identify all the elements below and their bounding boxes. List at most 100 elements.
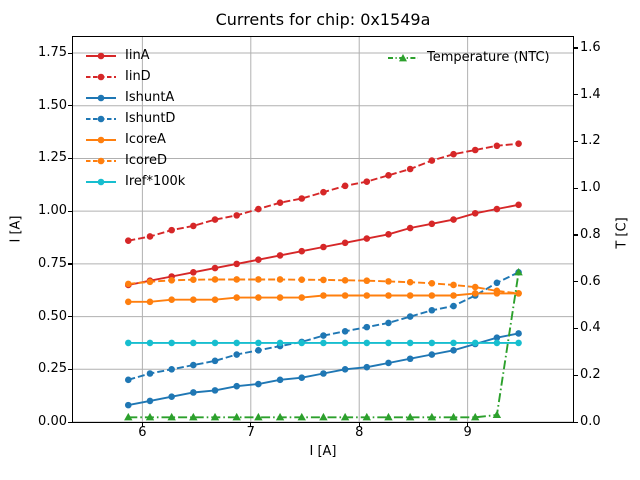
marker-circle <box>211 276 219 283</box>
series-line <box>128 271 520 381</box>
marker-circle <box>255 256 262 263</box>
tick-mark-left <box>68 105 72 107</box>
marker-circle <box>450 216 457 223</box>
marker-triangle <box>232 412 241 421</box>
legend-sample-IinA <box>86 52 116 59</box>
marker-circle <box>428 157 436 164</box>
marker-circle <box>428 306 436 314</box>
marker-circle <box>406 224 414 232</box>
marker-circle <box>168 296 175 304</box>
marker-circle <box>190 296 197 304</box>
y-tick-label-left: 1.25 <box>38 150 67 166</box>
tick-mark-left <box>68 157 72 160</box>
legend-item-IshuntA: IshuntA <box>85 87 185 108</box>
legend-sample-IcoreA <box>86 136 116 143</box>
legend-label: IcoreA <box>125 132 166 147</box>
marker-circle <box>363 292 371 299</box>
marker-circle <box>320 370 327 377</box>
tick-mark-right <box>574 94 578 96</box>
marker-triangle <box>254 412 263 421</box>
legend-item-Iref-100k: Iref*100k <box>85 171 185 192</box>
marker-circle <box>320 243 327 251</box>
marker-circle <box>471 209 479 217</box>
marker-circle <box>233 339 241 347</box>
marker-triangle <box>210 412 220 421</box>
marker-circle <box>211 264 219 272</box>
marker-circle <box>320 332 327 339</box>
marker-circle <box>255 339 262 347</box>
legend-sample-IshuntA <box>86 94 116 101</box>
legend-marker-circle <box>97 94 105 101</box>
y-tick-label-left: 0.00 <box>38 414 67 429</box>
marker-circle <box>233 294 241 301</box>
legend-sample-IshuntD <box>86 115 116 122</box>
marker-circle <box>168 277 175 284</box>
marker-circle <box>450 339 457 347</box>
marker-circle <box>146 339 154 347</box>
marker-circle <box>471 283 479 291</box>
marker-circle <box>190 222 197 230</box>
x-tick-label: 8 <box>355 425 364 440</box>
marker-circle <box>363 178 371 185</box>
marker-circle <box>255 205 262 213</box>
tick-mark-bottom <box>250 423 252 427</box>
marker-triangle <box>427 412 437 421</box>
marker-circle <box>124 280 132 288</box>
legend-left: IinA IinD IshuntA IshuntD IcoreA IcoreD Iref*1… <box>85 45 185 192</box>
tick-mark-left <box>68 263 72 265</box>
marker-triangle <box>384 412 393 421</box>
chart-title: Currents for chip: 0x1549a <box>215 10 431 29</box>
legend-sample-IinD <box>86 73 116 80</box>
series-IcoreA <box>124 290 522 306</box>
series-IcoreD <box>124 276 522 297</box>
marker-circle <box>493 142 501 150</box>
marker-circle <box>190 276 197 283</box>
legend-marker-circle <box>97 136 105 143</box>
marker-circle <box>385 278 392 285</box>
marker-circle <box>493 339 501 347</box>
marker-circle <box>428 279 436 287</box>
series-IinD <box>124 140 522 244</box>
marker-circle <box>168 226 175 234</box>
marker-circle <box>146 397 154 405</box>
marker-circle <box>428 339 436 347</box>
marker-circle <box>190 361 197 369</box>
y-tick-label-right: 1.0 <box>580 180 601 196</box>
marker-circle <box>471 290 479 297</box>
marker-circle <box>320 339 327 347</box>
legend-item-Temperature-NTC: Temperature (NTC) <box>387 47 550 68</box>
tick-mark-left <box>68 421 72 423</box>
tick-mark-bottom <box>141 423 144 427</box>
marker-circle <box>233 351 241 358</box>
marker-circle <box>385 172 392 179</box>
marker-circle <box>211 339 219 347</box>
marker-circle <box>363 363 371 371</box>
marker-triangle <box>124 412 133 421</box>
marker-circle <box>341 277 349 284</box>
marker-circle <box>406 165 414 173</box>
marker-circle <box>255 294 262 301</box>
marker-circle <box>255 347 262 354</box>
y-tick-label-left: 1.75 <box>38 45 67 61</box>
tick-mark-right <box>574 327 578 330</box>
marker-circle <box>515 290 522 297</box>
marker-circle <box>320 276 327 284</box>
marker-circle <box>515 140 522 147</box>
marker-triangle <box>145 412 155 421</box>
marker-circle <box>450 292 457 299</box>
legend-label: Temperature (NTC) <box>427 50 550 65</box>
marker-circle <box>450 347 457 354</box>
marker-circle <box>276 199 284 207</box>
marker-circle <box>211 296 219 304</box>
legend-item-IshuntD: IshuntD <box>85 108 185 129</box>
marker-circle <box>211 216 219 223</box>
marker-circle <box>255 276 262 283</box>
marker-circle <box>493 287 501 295</box>
marker-triangle <box>275 412 285 421</box>
marker-circle <box>406 278 414 286</box>
legend-item-IcoreA: IcoreA <box>85 129 185 150</box>
marker-circle <box>233 212 241 219</box>
marker-circle <box>428 220 436 228</box>
marker-circle <box>428 292 436 299</box>
x-tick-label: 6 <box>138 425 147 440</box>
